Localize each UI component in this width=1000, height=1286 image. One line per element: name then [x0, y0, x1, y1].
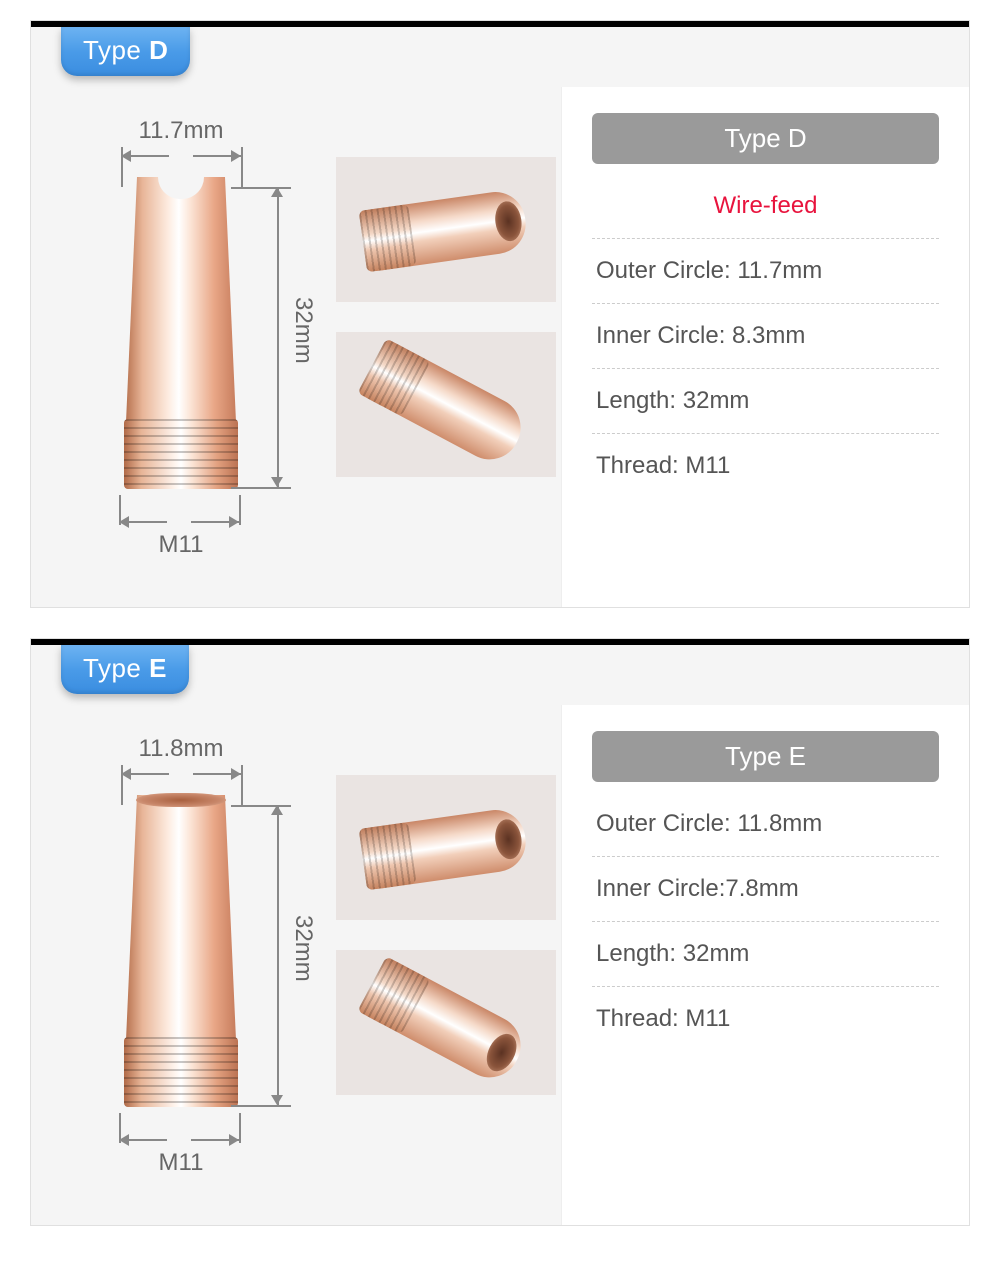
- thumbnail-panel: [331, 87, 561, 607]
- dimension-tick: [121, 765, 123, 805]
- dimension-tick: [231, 1105, 291, 1107]
- spec-panel: Type E Outer Circle: 11.8mmInner Circle:7…: [561, 705, 969, 1225]
- diagram-panel: 11.8mm 32mm M11: [31, 705, 331, 1225]
- spec-item: Inner Circle: 8.3mm: [592, 304, 939, 369]
- dimension-tick: [241, 765, 243, 805]
- nozzle-render: [362, 188, 529, 272]
- nozzle-thread: [359, 822, 417, 890]
- type-band: Type E: [592, 731, 939, 782]
- dimension-tick: [241, 147, 243, 187]
- type-tab: Type D: [61, 27, 190, 76]
- dimension-width-label: 11.7mm: [121, 117, 241, 145]
- dimension-width-arrows: [121, 767, 241, 781]
- nozzle-bore: [493, 817, 524, 860]
- nozzle-render: [361, 958, 531, 1088]
- nozzle-render: [361, 340, 531, 470]
- dimension-tick: [239, 1113, 241, 1143]
- nozzle-tip: [136, 793, 226, 807]
- nozzle-body: [126, 795, 236, 1040]
- product-thumbnail: [336, 157, 556, 302]
- nozzle-illustration: [126, 177, 236, 497]
- dimension-thread-label: M11: [126, 531, 236, 559]
- dimension-height-line: [277, 187, 279, 487]
- nozzle-thread: [124, 1037, 238, 1107]
- dimension-height-line: [277, 805, 279, 1105]
- nozzle-bore: [493, 199, 524, 242]
- nozzle-thread: [357, 338, 430, 416]
- tab-letter: E: [149, 653, 167, 683]
- spec-list: Wire-feedOuter Circle: 11.7mmInner Circl…: [592, 174, 939, 498]
- dimension-diagram: 11.8mm32mmM11: [71, 735, 311, 1195]
- arrow-up-icon: [271, 805, 283, 815]
- dimension-width-arrows: [121, 149, 241, 163]
- spec-item: Length: 32mm: [592, 369, 939, 434]
- product-thumbnail: [336, 775, 556, 920]
- dimension-tick: [231, 487, 291, 489]
- product-thumbnail: [336, 332, 556, 477]
- dimension-thread-label: M11: [126, 1149, 236, 1177]
- arrow-down-icon: [271, 477, 283, 487]
- dimension-diagram: 11.7mm32mmM11: [71, 117, 311, 577]
- spec-item: Outer Circle: 11.8mm: [592, 792, 939, 857]
- dimension-width-label: 11.8mm: [121, 735, 241, 763]
- dimension-thread-arrows: [119, 515, 239, 529]
- spec-highlight: Wire-feed: [592, 174, 939, 239]
- type-band: Type D: [592, 113, 939, 164]
- spec-item: Outer Circle: 11.7mm: [592, 239, 939, 304]
- dimension-thread-arrows: [119, 1133, 239, 1147]
- nozzle-thread: [357, 956, 430, 1034]
- product-card: Type E11.8mm32mmM11Type EOuter Circle: 1…: [30, 638, 970, 1226]
- type-tab: Type E: [61, 645, 189, 694]
- arrow-up-icon: [271, 187, 283, 197]
- thumbnail-panel: [331, 705, 561, 1225]
- nozzle-thread: [359, 204, 417, 272]
- product-thumbnail: [336, 950, 556, 1095]
- nozzle-thread: [124, 419, 238, 489]
- spec-item: Thread: M11: [592, 987, 939, 1051]
- spec-panel: Type D Wire-feedOuter Circle: 11.7mmInner…: [561, 87, 969, 607]
- nozzle-bore: [481, 1028, 523, 1076]
- tab-prefix: Type: [83, 653, 149, 683]
- product-card: Type D11.7mm32mmM11Type DWire-feedOuter …: [30, 20, 970, 608]
- nozzle-illustration: [126, 795, 236, 1115]
- dimension-tick: [121, 147, 123, 187]
- spec-list: Outer Circle: 11.8mmInner Circle:7.8mmLe…: [592, 792, 939, 1051]
- card-content: 11.8mm 32mm M11 Type E Outer Circle: 11.8mmI…: [31, 645, 969, 1225]
- spec-item: Inner Circle:7.8mm: [592, 857, 939, 922]
- tab-letter: D: [149, 35, 168, 65]
- diagram-panel: 11.7mm 32mm M11: [31, 87, 331, 607]
- card-content: 11.7mm 32mm M11 Type D Wire-feedOuter Circle…: [31, 27, 969, 607]
- nozzle-body: [126, 177, 236, 422]
- arrow-down-icon: [271, 1095, 283, 1105]
- nozzle-render: [362, 806, 529, 890]
- dimension-height-label: 32mm: [289, 915, 317, 982]
- spec-item: Thread: M11: [592, 434, 939, 498]
- cards-root: Type D11.7mm32mmM11Type DWire-feedOuter …: [0, 20, 1000, 1226]
- dimension-tick: [239, 495, 241, 525]
- spec-item: Length: 32mm: [592, 922, 939, 987]
- tab-prefix: Type: [83, 35, 149, 65]
- dimension-height-label: 32mm: [289, 297, 317, 364]
